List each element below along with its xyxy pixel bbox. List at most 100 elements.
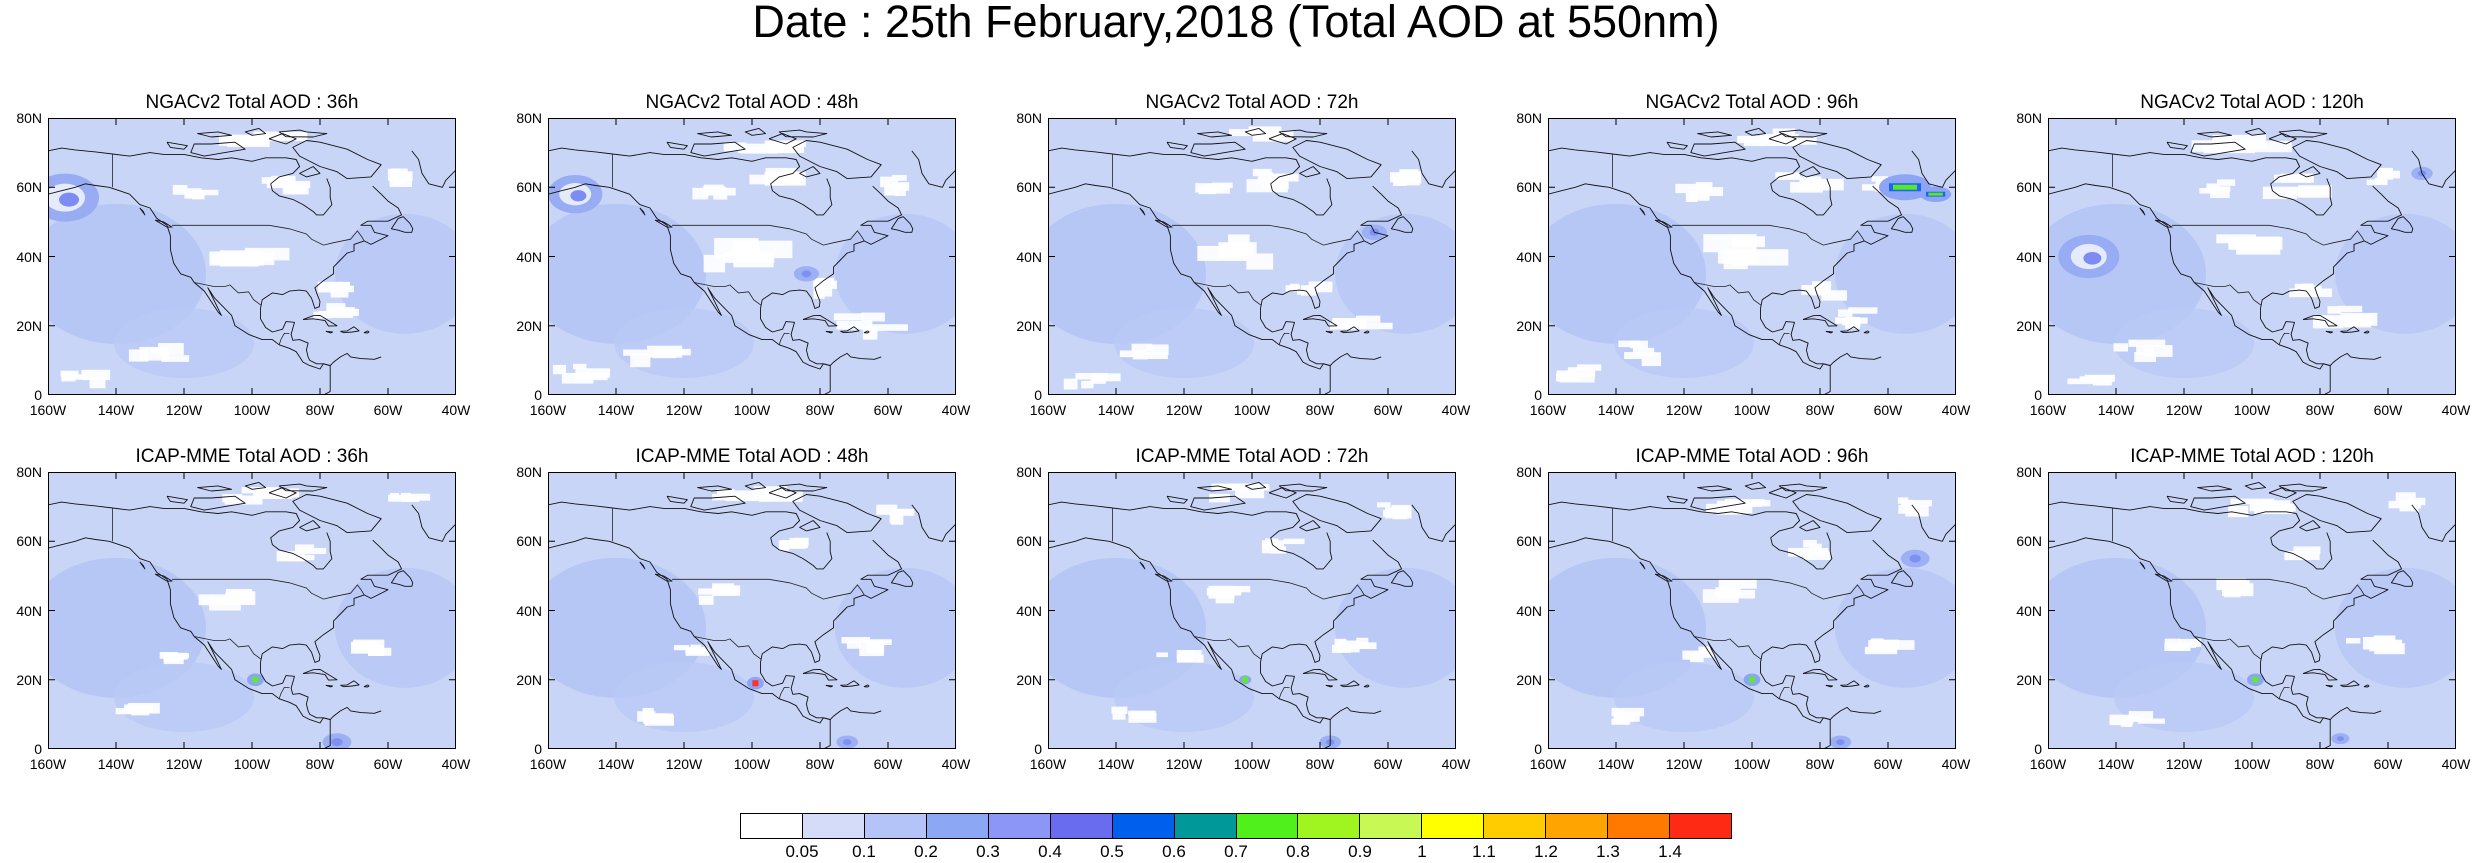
lat-tick-label: 80N xyxy=(516,464,542,480)
lat-tick-label: 40N xyxy=(1016,602,1042,619)
lat-tick-label: 60N xyxy=(2016,533,2042,550)
map-panel: NGACv2 Total AOD : 36h 80N 60N 40N 20N 0 160W 1… xyxy=(16,92,470,417)
colorbar-segment xyxy=(926,814,989,838)
axis-ticks xyxy=(1049,473,1455,748)
lon-tick-label: 60W xyxy=(1373,402,1403,418)
lon-tick-label: 40W xyxy=(441,402,471,418)
lon-tick-label: 40W xyxy=(1941,402,1971,418)
lon-tick-label: 160W xyxy=(529,402,567,418)
aod-map xyxy=(548,118,956,395)
aod-map xyxy=(1048,472,1456,749)
lat-tick-label: 40N xyxy=(1516,248,1542,265)
lat-tick-label: 60N xyxy=(1016,179,1042,196)
lat-tick-label: 80N xyxy=(2016,464,2042,480)
lat-tick-label: 20N xyxy=(2016,671,2042,688)
low-aod-patches xyxy=(2067,134,2400,386)
coastlines xyxy=(1549,127,1955,394)
lon-tick-label: 60W xyxy=(1873,756,1903,772)
lon-tick-label: 80W xyxy=(1305,756,1335,772)
map-panel: NGACv2 Total AOD : 120h 80N 60N 40N 20N 0 160W… xyxy=(2016,92,2470,417)
aod-map xyxy=(48,472,456,749)
political-borders xyxy=(112,508,365,699)
axis-ticks xyxy=(49,473,455,748)
lon-tick-label: 60W xyxy=(373,402,403,418)
panel-title: NGACv2 Total AOD : 48h xyxy=(645,92,859,113)
lon-tick-label: 120W xyxy=(1665,402,1703,418)
lat-tick-label: 20N xyxy=(16,317,42,334)
aod-feature-spot xyxy=(1900,549,1930,568)
lat-tick-label: 40N xyxy=(2016,248,2042,265)
colorbar-segment xyxy=(1298,814,1361,838)
lon-tick-label: 80W xyxy=(1305,402,1335,418)
colorbar-label: 0.7 xyxy=(1224,842,1248,861)
lat-tick-label: 60N xyxy=(1516,533,1542,550)
axis-ticks xyxy=(49,119,455,394)
colorbar-label: 0.05 xyxy=(785,842,819,861)
lat-tick-label: 80N xyxy=(1016,464,1042,480)
political-borders xyxy=(2112,508,2365,699)
lon-tick-label: 140W xyxy=(97,402,135,418)
lon-tick-label: 100W xyxy=(2233,402,2271,418)
colorbar-segment xyxy=(741,814,803,838)
lon-tick-label: 40W xyxy=(1941,756,1971,772)
lat-tick-label: 60N xyxy=(2016,179,2042,196)
lon-tick-label: 60W xyxy=(2373,756,2403,772)
lon-tick-label: 40W xyxy=(2441,402,2471,418)
colorbar-label: 0.1 xyxy=(852,842,876,861)
lat-tick-label: 60N xyxy=(16,533,42,550)
colorbar-label: 0.6 xyxy=(1162,842,1186,861)
colorbar-segment xyxy=(1670,814,1731,838)
map-panel: ICAP-MME Total AOD : 36h 80N 60N 40N 20N 0 160… xyxy=(16,446,470,771)
colorbar-segment xyxy=(1050,814,1113,838)
lon-tick-label: 40W xyxy=(941,756,971,772)
panel-title: NGACv2 Total AOD : 36h xyxy=(145,92,359,113)
low-aod-patches xyxy=(1111,483,1412,723)
lat-tick-label: 80N xyxy=(16,464,42,480)
aod-feature-red xyxy=(747,676,764,690)
colorbar-segment xyxy=(1546,814,1609,838)
political-borders xyxy=(612,508,865,699)
coastlines xyxy=(549,481,955,748)
panel-title: NGACv2 Total AOD : 96h xyxy=(1645,92,1859,113)
aod-feature-green xyxy=(247,673,264,687)
lon-tick-label: 40W xyxy=(2441,756,2471,772)
colorbar-segment xyxy=(1174,814,1237,838)
map-panel: NGACv2 Total AOD : 72h 80N 60N 40N 20N 0 160W 1… xyxy=(1016,92,1470,417)
axis-ticks xyxy=(549,473,955,748)
lon-tick-label: 60W xyxy=(1873,402,1903,418)
lon-tick-label: 160W xyxy=(29,402,67,418)
lon-tick-label: 120W xyxy=(1665,756,1703,772)
lat-tick-label: 0 xyxy=(1034,387,1042,403)
coastlines xyxy=(49,127,455,394)
lat-tick-label: 0 xyxy=(1034,741,1042,757)
colorbar-segment xyxy=(1608,814,1671,838)
lat-tick-label: 20N xyxy=(16,671,42,688)
colorbar-label: 0.9 xyxy=(1348,842,1372,861)
aod-map xyxy=(2048,118,2456,395)
coastlines xyxy=(1049,127,1455,394)
lat-tick-label: 80N xyxy=(1516,464,1542,480)
aod-feature-spot xyxy=(1829,735,1852,748)
lat-tick-label: 0 xyxy=(534,741,542,757)
lat-tick-label: 0 xyxy=(2034,741,2042,757)
colorbar-label: 1.3 xyxy=(1596,842,1620,861)
lon-tick-label: 140W xyxy=(1097,756,1135,772)
map-panel: ICAP-MME Total AOD : 120h 80N 60N 40N 20N 0 16… xyxy=(2016,446,2470,771)
axis-ticks xyxy=(2049,119,2455,394)
lon-tick-label: 100W xyxy=(233,402,271,418)
colorbar-label: 1.4 xyxy=(1658,842,1682,861)
colorbar-label: 0.3 xyxy=(976,842,1000,861)
colorbar-segment xyxy=(1236,814,1299,838)
panel-title: ICAP-MME Total AOD : 120h xyxy=(2130,446,2374,467)
lat-tick-label: 80N xyxy=(2016,110,2042,126)
colorbar-segment xyxy=(1484,814,1547,838)
low-aod-patches xyxy=(1611,497,1932,725)
lat-tick-label: 20N xyxy=(1516,317,1542,334)
lon-tick-label: 120W xyxy=(165,402,203,418)
lon-tick-label: 140W xyxy=(597,756,635,772)
lat-tick-label: 0 xyxy=(1534,387,1542,403)
low-aod-patches xyxy=(2109,492,2426,727)
aod-field-shading xyxy=(1049,203,1455,379)
lat-tick-label: 0 xyxy=(534,387,542,403)
lon-tick-label: 160W xyxy=(1029,756,1067,772)
